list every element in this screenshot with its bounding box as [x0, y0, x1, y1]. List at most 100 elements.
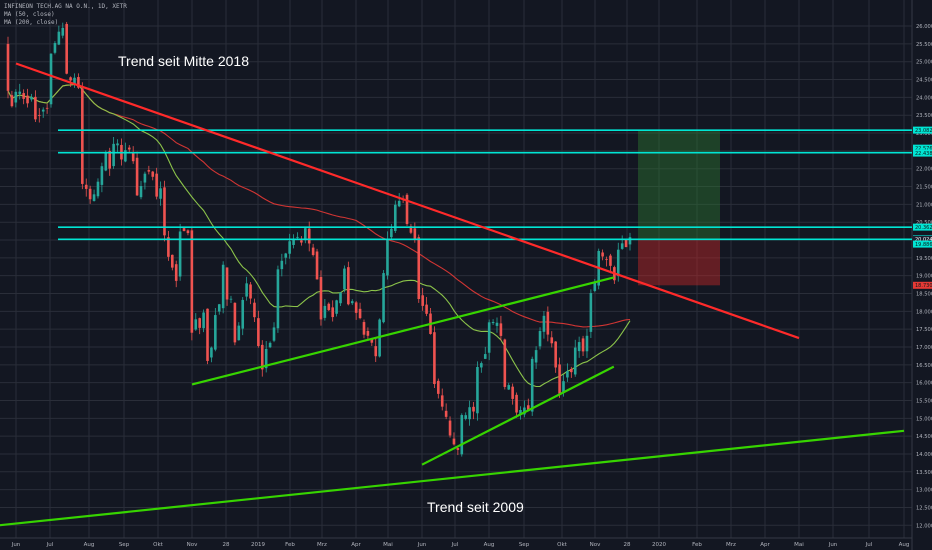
annotation-trend-2009: Trend seit 2009 [427, 499, 524, 515]
candle-body [323, 305, 327, 318]
candle [519, 406, 522, 420]
candle-body [307, 228, 311, 244]
candle-body [241, 299, 245, 329]
candle-body [245, 283, 248, 297]
candle [6, 36, 10, 99]
candle-body [573, 347, 577, 375]
candle-body [476, 367, 479, 414]
candle-body [84, 184, 88, 189]
candle [374, 338, 378, 363]
candle [229, 295, 233, 303]
candle-body [49, 53, 53, 105]
candle [350, 299, 354, 305]
candle-body [530, 358, 534, 412]
candle [448, 416, 452, 438]
candle-body [409, 226, 413, 233]
candle-body [460, 415, 464, 455]
candle [507, 382, 511, 390]
chart-legend: INFINEON TECH.AG NA O.N., 1D, XETR MA (5… [4, 3, 127, 27]
candle [257, 310, 260, 348]
y-tick-label: 16.000 [916, 381, 932, 387]
candle [260, 340, 264, 377]
candle [264, 341, 268, 373]
candle-body [507, 385, 511, 390]
candle [217, 303, 221, 315]
candle [538, 327, 542, 350]
candle-body [519, 410, 522, 415]
candle-body [288, 241, 291, 254]
candle [503, 338, 507, 390]
candle-body [585, 335, 589, 352]
x-tick-label: Jul [451, 542, 459, 548]
candle-body [495, 322, 499, 326]
y-tick-label: 18.000 [916, 309, 932, 315]
candle-body [433, 332, 436, 385]
candle [26, 88, 29, 108]
candle [554, 341, 557, 373]
candle [30, 93, 33, 102]
candle-body [315, 251, 319, 280]
candle [34, 90, 37, 122]
candle [421, 287, 424, 311]
candle-body [393, 204, 397, 231]
candle [245, 276, 248, 301]
candle [155, 167, 158, 200]
candle-body [304, 228, 307, 241]
candle [511, 383, 514, 405]
legend-ma200: MA (200, close) [4, 19, 59, 26]
candle [577, 336, 581, 358]
candle [605, 256, 608, 267]
candle-body [186, 230, 190, 234]
candle-body [53, 43, 57, 53]
candle-body [284, 253, 288, 258]
candle-body [143, 173, 147, 183]
y-tick-label: 15.000 [916, 416, 932, 422]
candle [440, 388, 444, 411]
y-tick-label: 16.500 [916, 363, 932, 369]
candle-body [96, 181, 100, 197]
x-tick-label: Feb [285, 542, 295, 548]
candle [237, 322, 241, 341]
candle-body [335, 300, 338, 314]
candle [284, 252, 288, 265]
candle [22, 89, 25, 105]
candle [468, 400, 471, 426]
y-tick-label: 19.000 [916, 274, 932, 280]
candle [190, 226, 194, 341]
candle [135, 151, 139, 196]
candle [343, 265, 346, 293]
candle-body [609, 255, 612, 266]
candle-body [421, 295, 424, 306]
candle-body [405, 194, 409, 224]
y-tick-label: 17.500 [916, 327, 932, 333]
candle-body [390, 228, 393, 238]
candle-body [135, 157, 139, 196]
candle [495, 317, 499, 333]
candle-body [538, 331, 542, 347]
y-tick-label: 24.500 [916, 78, 932, 84]
candle [558, 357, 561, 398]
candle [315, 248, 319, 280]
candle [147, 165, 151, 175]
candle [515, 392, 518, 418]
x-tick-label: 28 [223, 542, 230, 548]
candle-body [311, 247, 315, 256]
candle-body [73, 77, 76, 84]
candle-body [472, 406, 475, 412]
candle [116, 139, 119, 154]
candle [311, 243, 315, 257]
candle-body [171, 254, 174, 268]
candle-body [260, 344, 264, 370]
candle [335, 299, 338, 317]
candle-body [37, 115, 41, 116]
candle [37, 108, 41, 123]
x-tick-label: Jun [11, 542, 21, 548]
x-tick-label: Okt [153, 542, 164, 548]
candle-body [331, 307, 334, 318]
candle-body [339, 292, 342, 304]
candle [456, 446, 460, 456]
candle-body [253, 302, 256, 318]
candle-body [487, 322, 491, 353]
candle-body [343, 268, 346, 290]
